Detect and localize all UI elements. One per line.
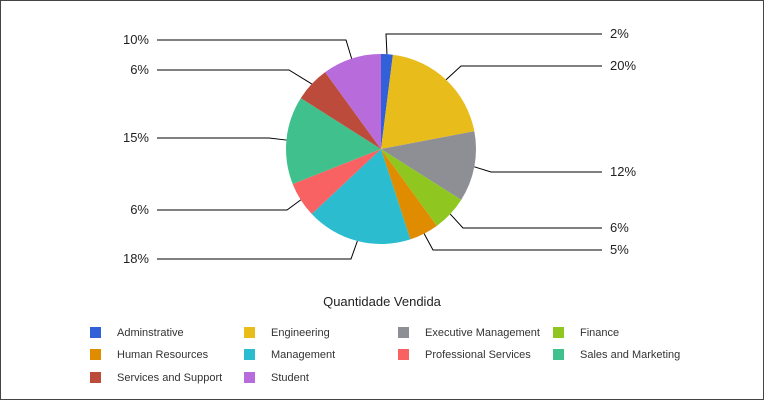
legend-swatch [553, 348, 564, 360]
leader-line [445, 65, 602, 81]
legend-swatch [244, 326, 255, 338]
leader-line [157, 69, 313, 85]
slice-percent-label: 6% [130, 202, 149, 217]
legend-label: Executive Management [425, 327, 540, 339]
legend-item: Management [244, 348, 335, 362]
slice-percent-label: 18% [123, 251, 149, 266]
pie-chart: 2% 20% 12% 6% 5% 18% 6% 15% 6% 10% [123, 26, 636, 266]
legend-item: Adminstrative [90, 326, 184, 340]
slice-percent-label: 15% [123, 130, 149, 145]
legend-swatch [244, 348, 255, 360]
legend-label: Engineering [271, 327, 330, 339]
slice-percent-label: 10% [123, 32, 149, 47]
legend-swatch [90, 348, 101, 360]
pie-slice-human-resources [381, 149, 437, 240]
legend-item: Engineering [244, 326, 330, 340]
legend-swatch [553, 326, 564, 338]
legend-label: Management [271, 349, 336, 361]
slice-percent-label: 20% [610, 58, 636, 73]
legend-item: Student [244, 371, 309, 385]
legend-label: Student [271, 372, 309, 384]
legend-swatch [90, 371, 101, 383]
pie-slice-student [325, 54, 381, 149]
leader-line [385, 33, 602, 55]
legend-label: Finance [580, 327, 620, 339]
leader-line [157, 240, 358, 260]
legend-item: Services and Support [90, 371, 222, 385]
leader-line [423, 233, 602, 251]
legend-item: Professional Services [398, 348, 531, 362]
legend-item: Executive Management [398, 326, 540, 340]
pie-slice-adminstrative [381, 54, 393, 149]
pie-slice-executive-management [381, 131, 476, 200]
legend-label: Professional Services [425, 349, 531, 361]
slice-percent-label: 6% [130, 62, 149, 77]
leader-line [157, 137, 287, 141]
chart-title: Quantidade Vendida [323, 294, 441, 309]
legend-item: Sales and Marketing [553, 348, 680, 362]
legend-swatch [398, 326, 409, 338]
leader-line [449, 213, 602, 229]
legend-label: Sales and Marketing [580, 349, 681, 361]
legend-label: Human Resources [117, 349, 209, 361]
slice-percent-label: 5% [610, 242, 629, 257]
slice-percent-label: 12% [610, 164, 636, 179]
legend-item: Human Resources [90, 348, 208, 362]
legend-label: Adminstrative [117, 327, 184, 339]
pie-slice-engineering [381, 54, 475, 150]
legend-swatch [244, 371, 255, 383]
pie-slice-professional-services [292, 149, 381, 215]
pie-slice-management [311, 149, 411, 244]
slice-percent-label: 6% [610, 220, 629, 235]
pie-slice-services-and-support [300, 72, 381, 149]
pie-slice-sales-and-marketing [286, 98, 381, 184]
leader-line [157, 199, 302, 211]
pie-slice-finance [381, 149, 462, 226]
legend-swatch [90, 326, 101, 338]
leader-line [474, 166, 602, 173]
legend-item: Finance [553, 326, 619, 340]
legend-label: Services and Support [117, 372, 223, 384]
legend-swatch [398, 348, 409, 360]
leader-line [157, 39, 353, 59]
slice-percent-label: 2% [610, 26, 629, 41]
